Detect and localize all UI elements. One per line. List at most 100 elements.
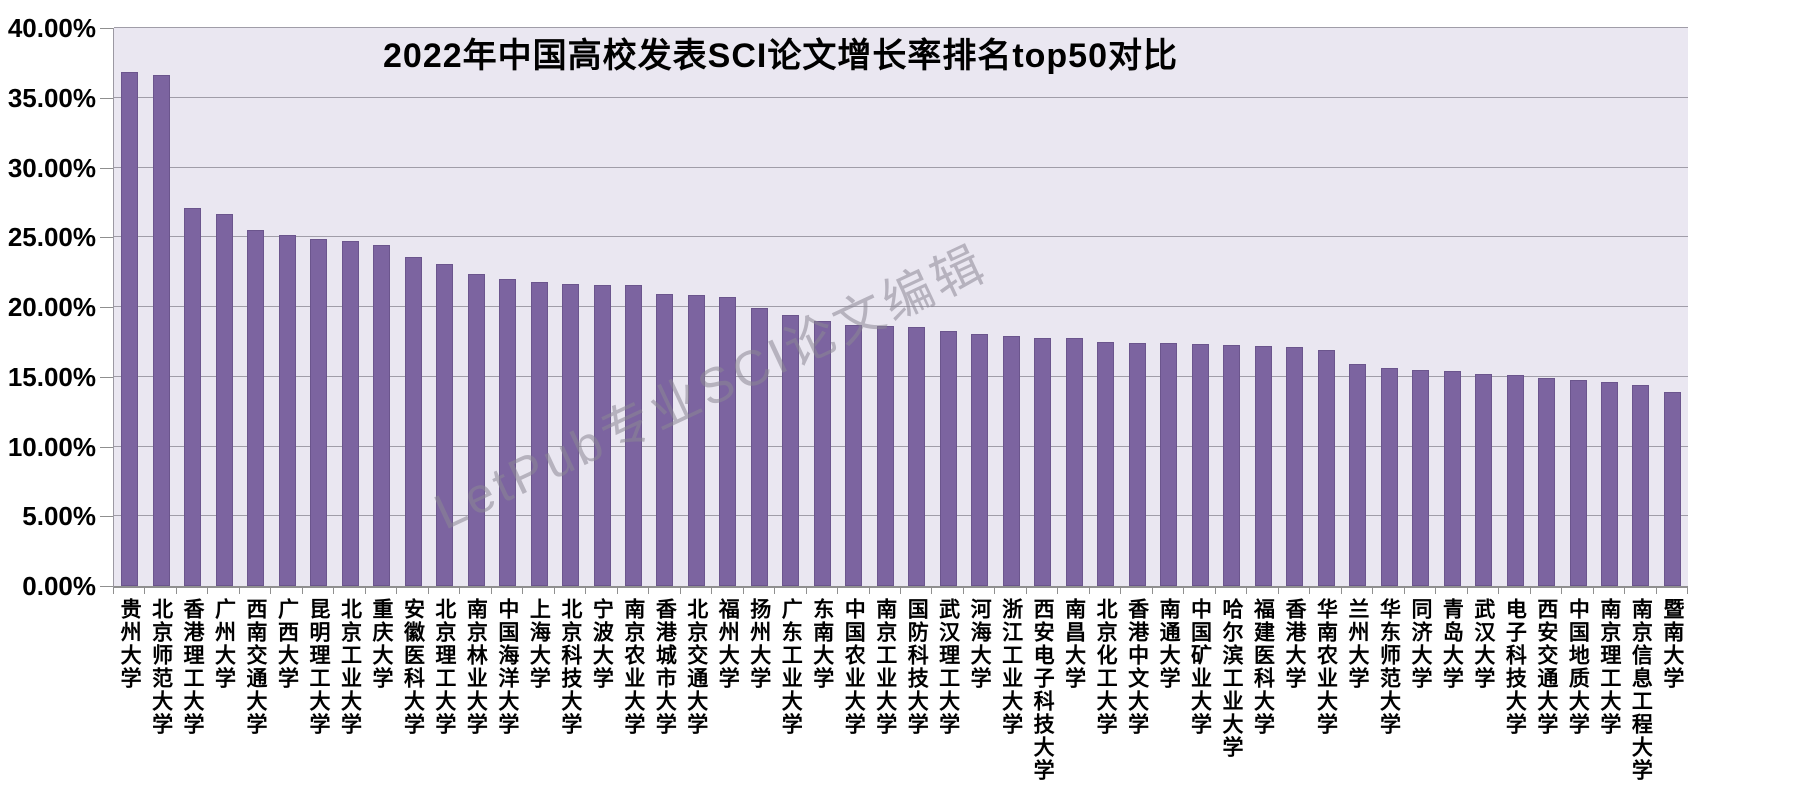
bar-slot bbox=[996, 28, 1027, 586]
y-axis-label: 30.00% bbox=[7, 152, 96, 183]
x-axis-tick bbox=[301, 588, 303, 594]
x-label-slot: 北京科技大学 bbox=[554, 598, 585, 736]
x-label-slot: 电子科技大学 bbox=[1498, 598, 1529, 736]
bar-slot bbox=[177, 28, 208, 586]
bar-slot bbox=[460, 28, 491, 586]
bar bbox=[1601, 382, 1618, 586]
x-label-slot: 宁波大学 bbox=[585, 598, 616, 690]
x-label-slot: 广东工业大学 bbox=[774, 598, 805, 736]
x-axis-tick bbox=[900, 588, 901, 594]
y-axis-tick bbox=[100, 376, 113, 378]
x-label-slot: 南京农业大学 bbox=[617, 598, 648, 736]
bar-slot bbox=[618, 28, 649, 586]
x-axis-tick bbox=[1403, 588, 1405, 594]
bar-slot bbox=[145, 28, 176, 586]
bar bbox=[1475, 373, 1493, 586]
bar-slot bbox=[1027, 28, 1058, 586]
gridline bbox=[114, 236, 1688, 238]
x-label-slot: 武汉理工大学 bbox=[932, 598, 963, 736]
x-axis-label: 西安电子科技大学 bbox=[1031, 598, 1055, 782]
x-axis-tick bbox=[427, 588, 429, 594]
y-axis-tick bbox=[100, 97, 113, 99]
bar-slot bbox=[744, 28, 775, 586]
bar-slot bbox=[240, 28, 271, 586]
y-axis-tick bbox=[100, 307, 113, 308]
x-axis-label: 国防科技大学 bbox=[905, 598, 929, 736]
gridline bbox=[114, 166, 1688, 168]
x-axis-label: 南京工业大学 bbox=[873, 598, 897, 736]
x-axis-label: 南京农业大学 bbox=[621, 598, 645, 736]
bar bbox=[121, 71, 139, 586]
bar bbox=[404, 256, 422, 586]
y-axis-label: 40.00% bbox=[7, 13, 96, 43]
x-axis-tick bbox=[1214, 588, 1216, 594]
bar bbox=[845, 325, 863, 586]
x-label-slot: 上海大学 bbox=[522, 598, 553, 690]
x-axis-tick bbox=[648, 588, 650, 594]
y-axis-tick bbox=[100, 516, 113, 518]
bar-slot bbox=[775, 28, 806, 586]
bar-slot bbox=[208, 28, 239, 586]
bar-slot bbox=[1216, 28, 1247, 586]
x-label-slot: 昆明理工大学 bbox=[302, 598, 333, 736]
x-axis-tick bbox=[490, 588, 492, 594]
bar bbox=[215, 213, 233, 586]
gridline bbox=[114, 515, 1688, 517]
gridline bbox=[114, 375, 1688, 377]
x-axis-tick bbox=[1151, 588, 1153, 594]
x-axis-tick bbox=[962, 588, 964, 594]
bar bbox=[467, 274, 485, 586]
x-axis-label: 中国农业大学 bbox=[842, 598, 866, 736]
bar-slot bbox=[712, 28, 743, 586]
x-axis-label: 中国地质大学 bbox=[1566, 598, 1590, 736]
x-label-slot: 香港大学 bbox=[1278, 598, 1309, 690]
x-axis-tick bbox=[1025, 588, 1027, 594]
bar bbox=[719, 296, 737, 586]
bar bbox=[1317, 350, 1335, 586]
bar-slot bbox=[1342, 28, 1373, 586]
bar-series bbox=[114, 28, 1688, 586]
x-axis-label: 电子科技大学 bbox=[1503, 598, 1527, 736]
x-axis-tick bbox=[805, 588, 807, 594]
bar bbox=[624, 285, 642, 586]
x-axis-label: 哈尔滨工业大学 bbox=[1220, 598, 1244, 759]
x-axis-label: 北京工业大学 bbox=[338, 598, 362, 736]
x-axis-label: 福建医科大学 bbox=[1251, 598, 1275, 736]
x-axis-label: 广东工业大学 bbox=[779, 598, 803, 736]
bar bbox=[939, 330, 957, 586]
bar bbox=[656, 294, 674, 586]
x-axis-label: 重庆大学 bbox=[369, 598, 393, 690]
x-label-slot: 哈尔滨工业大学 bbox=[1215, 598, 1246, 759]
x-axis-tick bbox=[1372, 588, 1374, 594]
bar bbox=[1034, 337, 1052, 586]
y-axis-tick bbox=[100, 28, 113, 29]
bar-slot bbox=[1153, 28, 1184, 586]
x-axis-tick bbox=[207, 588, 209, 594]
bar bbox=[373, 244, 391, 586]
bar bbox=[1443, 371, 1461, 586]
x-axis-tick bbox=[1088, 588, 1090, 594]
bar-slot bbox=[429, 28, 460, 586]
x-label-slot: 北京交通大学 bbox=[680, 598, 711, 736]
bar bbox=[1569, 379, 1587, 586]
x-label-slot: 武汉大学 bbox=[1467, 598, 1498, 690]
bar bbox=[310, 239, 328, 586]
bar bbox=[1128, 343, 1146, 586]
x-axis-label: 华东师范大学 bbox=[1377, 598, 1401, 736]
x-axis-tick bbox=[1183, 588, 1185, 594]
x-axis-tick bbox=[774, 588, 776, 594]
x-label-slot: 中国矿业大学 bbox=[1183, 598, 1214, 736]
chart-title: 2022年中国高校发表SCI论文增长率排名top50对比 bbox=[383, 37, 1178, 75]
x-label-slot: 东南大学 bbox=[806, 598, 837, 690]
x-axis-tick bbox=[238, 588, 240, 594]
bar bbox=[247, 230, 265, 586]
bar bbox=[1663, 392, 1681, 586]
bar-slot bbox=[870, 28, 901, 586]
bar-slot bbox=[1122, 28, 1153, 586]
x-axis-tick bbox=[364, 588, 366, 594]
x-axis-tick bbox=[270, 588, 272, 594]
x-label-slot: 中国农业大学 bbox=[837, 598, 868, 736]
x-axis-label: 香港大学 bbox=[1283, 598, 1306, 690]
x-axis-label: 广州大学 bbox=[212, 598, 236, 690]
x-axis-label: 华南农业大学 bbox=[1314, 598, 1338, 736]
